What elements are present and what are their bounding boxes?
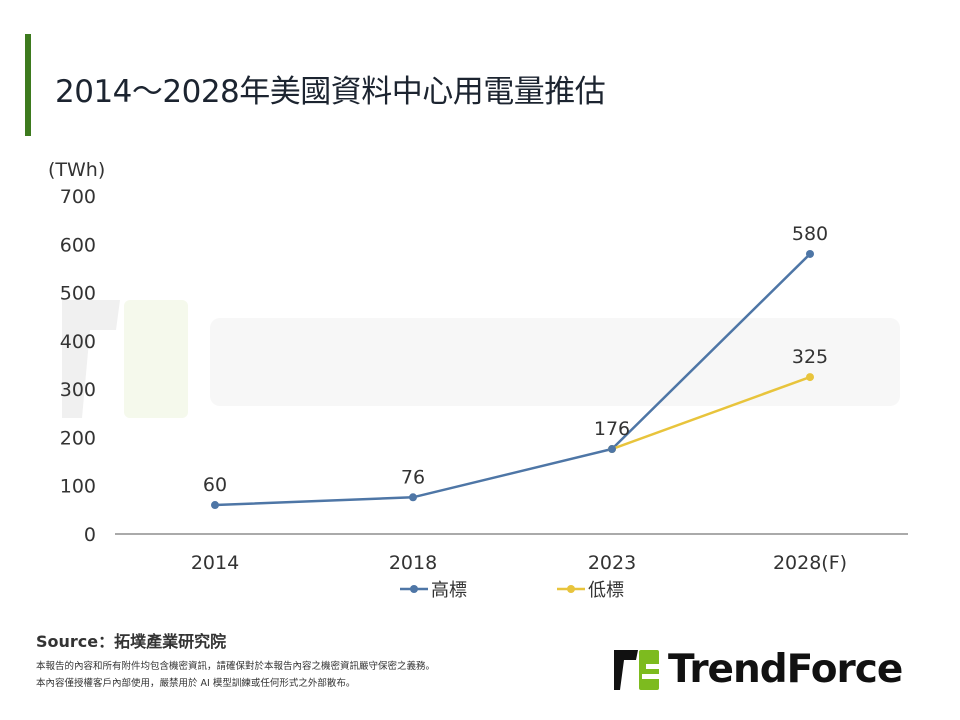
data-label: 325 <box>792 346 828 368</box>
data-label: 580 <box>792 223 828 245</box>
legend-marker <box>410 585 418 593</box>
trendforce-logo-text: TrendForce <box>668 646 903 692</box>
watermark-wordmark <box>210 318 900 406</box>
y-tick-label: 0 <box>84 524 96 546</box>
data-point <box>211 501 219 510</box>
y-tick-label: 100 <box>60 476 96 498</box>
title-accent-bar <box>25 34 31 136</box>
disclaimer-line-2: 本內容僅授權客戶內部使用，嚴禁用於 AI 模型訓練或任何形式之外部散布。 <box>36 678 356 689</box>
y-tick-label: 400 <box>60 331 96 353</box>
x-tick-label: 2014 <box>191 552 239 574</box>
data-point <box>608 445 616 454</box>
source-text: Source：拓墣產業研究院 <box>36 632 227 651</box>
legend-label: 高標 <box>431 580 467 601</box>
y-tick-label: 300 <box>60 379 96 401</box>
x-tick-label: 2023 <box>588 552 636 574</box>
legend-marker <box>567 585 575 593</box>
data-point <box>409 493 417 502</box>
disclaimer-line-1: 本報告的內容和所有附件均包含機密資訊，請確保對於本報告內容之機密資訊嚴守保密之義… <box>36 661 436 672</box>
data-point <box>806 249 814 258</box>
line-chart: (TWh) 0 100 200 300 400 500 600 700 2014 2018 2023 2… <box>48 159 908 601</box>
series-line-high <box>214 253 811 507</box>
trendforce-logo: TrendForce <box>612 646 903 692</box>
trendforce-logo-icon <box>614 650 659 690</box>
watermark-logo-mark <box>124 300 188 418</box>
y-tick-label: 600 <box>60 234 96 256</box>
data-label: 60 <box>203 474 227 496</box>
watermark-logo-mark <box>62 300 120 418</box>
data-point <box>806 373 814 382</box>
series-line-low <box>611 375 811 451</box>
legend-label: 低標 <box>588 580 624 601</box>
y-tick-label: 500 <box>60 283 96 305</box>
x-tick-label: 2018 <box>389 552 437 574</box>
data-label: 76 <box>401 466 425 488</box>
chart-title: 2014～2028年美國資料中心用電量推估 <box>55 74 606 110</box>
y-tick-label: 700 <box>60 186 96 208</box>
y-axis-unit-label: (TWh) <box>48 159 105 181</box>
data-label: 176 <box>594 418 630 440</box>
y-tick-label: 200 <box>60 427 96 449</box>
x-tick-label: 2028(F) <box>773 552 847 574</box>
